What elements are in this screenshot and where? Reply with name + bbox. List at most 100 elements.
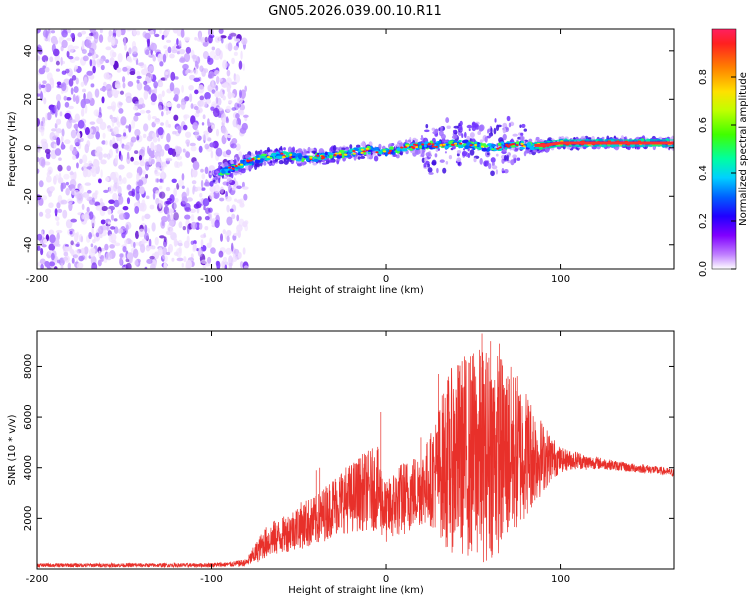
noise-speckle bbox=[126, 197, 131, 205]
noise-speckle bbox=[177, 125, 182, 134]
noise-speckle bbox=[112, 105, 116, 112]
noise-speckle bbox=[108, 234, 113, 243]
noise-speckle bbox=[207, 256, 212, 264]
track-core-point bbox=[464, 145, 470, 150]
track-peak-point bbox=[442, 143, 446, 146]
x-tick-label: 0 bbox=[383, 574, 389, 585]
noise-speckle bbox=[226, 229, 232, 237]
track-halo-point bbox=[256, 152, 260, 156]
noise-speckle bbox=[146, 135, 153, 142]
noise-speckle bbox=[44, 148, 51, 154]
noise-speckle bbox=[126, 184, 132, 191]
noise-speckle bbox=[174, 145, 180, 153]
noise-speckle bbox=[87, 189, 92, 194]
noise-speckle bbox=[49, 131, 56, 141]
track-peak-point bbox=[388, 149, 393, 152]
track-halo-point bbox=[278, 159, 284, 165]
track-core-point bbox=[224, 166, 229, 170]
noise-speckle bbox=[90, 218, 96, 228]
track-halo-point bbox=[445, 160, 449, 165]
track-halo-point bbox=[469, 149, 475, 156]
noise-speckle bbox=[122, 66, 128, 72]
noise-speckle bbox=[220, 126, 227, 134]
noise-speckle bbox=[150, 100, 156, 106]
noise-speckle bbox=[156, 178, 159, 183]
noise-speckle bbox=[215, 96, 219, 104]
noise-speckle bbox=[166, 101, 173, 108]
noise-speckle bbox=[90, 243, 94, 248]
track-halo-point bbox=[302, 151, 307, 156]
noise-speckle bbox=[154, 167, 162, 171]
track-halo-point bbox=[428, 172, 434, 175]
noise-speckle bbox=[147, 113, 152, 121]
noise-speckle bbox=[154, 145, 157, 152]
noise-speckle bbox=[58, 172, 62, 183]
noise-speckle bbox=[222, 229, 226, 235]
noise-speckle bbox=[235, 143, 241, 151]
noise-speckle bbox=[77, 119, 85, 129]
noise-speckle bbox=[214, 219, 220, 229]
noise-speckle bbox=[59, 111, 63, 117]
y-tick-label: 0 bbox=[23, 145, 34, 151]
noise-speckle bbox=[60, 82, 67, 92]
noise-speckle bbox=[103, 189, 109, 194]
noise-speckle bbox=[197, 84, 205, 94]
noise-speckle bbox=[44, 66, 50, 73]
noise-speckle bbox=[133, 115, 139, 122]
track-halo-point bbox=[283, 147, 286, 151]
noise-speckle bbox=[194, 36, 198, 41]
noise-speckle bbox=[101, 96, 105, 104]
noise-speckle bbox=[218, 250, 224, 258]
noise-speckle bbox=[135, 230, 139, 240]
noise-speckle bbox=[186, 235, 190, 244]
noise-speckle bbox=[202, 50, 209, 60]
track-core-point bbox=[291, 152, 297, 157]
noise-speckle bbox=[197, 216, 202, 221]
track-halo-point bbox=[424, 129, 430, 133]
noise-speckle bbox=[112, 136, 116, 145]
noise-speckle bbox=[176, 257, 184, 262]
noise-speckle bbox=[219, 233, 224, 242]
noise-speckle bbox=[96, 61, 101, 68]
track-halo-point bbox=[425, 152, 431, 157]
noise-speckle bbox=[185, 151, 191, 159]
track-core-point bbox=[378, 151, 383, 155]
x-tick-label: -100 bbox=[200, 274, 223, 285]
noise-speckle bbox=[56, 121, 61, 125]
noise-speckle bbox=[104, 243, 109, 251]
noise-speckle bbox=[165, 157, 173, 162]
noise-speckle bbox=[106, 153, 111, 160]
noise-speckle bbox=[50, 106, 56, 115]
noise-speckle bbox=[166, 39, 172, 43]
noise-speckle bbox=[81, 203, 85, 211]
noise-speckle bbox=[152, 55, 156, 62]
noise-speckle bbox=[199, 222, 203, 230]
noise-speckle bbox=[159, 178, 163, 183]
noise-speckle bbox=[84, 104, 88, 114]
track-core-point bbox=[261, 153, 268, 157]
track-core-point bbox=[519, 147, 525, 150]
track-core-point bbox=[259, 158, 265, 161]
noise-speckle bbox=[201, 173, 206, 180]
noise-speckle bbox=[99, 58, 104, 65]
track-halo-point bbox=[490, 127, 493, 134]
noise-speckle bbox=[56, 136, 61, 146]
noise-speckle bbox=[79, 137, 84, 142]
track-halo-point bbox=[407, 139, 412, 143]
noise-speckle bbox=[161, 215, 168, 223]
track-peak-point bbox=[360, 151, 364, 154]
track-halo-point bbox=[521, 123, 526, 129]
noise-speckle bbox=[75, 243, 80, 247]
noise-speckle bbox=[231, 138, 238, 145]
noise-speckle bbox=[230, 242, 234, 252]
track-halo-point bbox=[503, 155, 508, 161]
noise-speckle bbox=[64, 112, 71, 120]
track-core-point bbox=[354, 148, 360, 152]
noise-speckle bbox=[48, 243, 56, 251]
noise-speckle bbox=[88, 47, 95, 56]
noise-speckle bbox=[66, 50, 70, 58]
noise-speckle bbox=[111, 51, 117, 58]
noise-speckle bbox=[182, 148, 186, 153]
noise-speckle bbox=[66, 198, 73, 205]
noise-speckle bbox=[200, 168, 204, 173]
